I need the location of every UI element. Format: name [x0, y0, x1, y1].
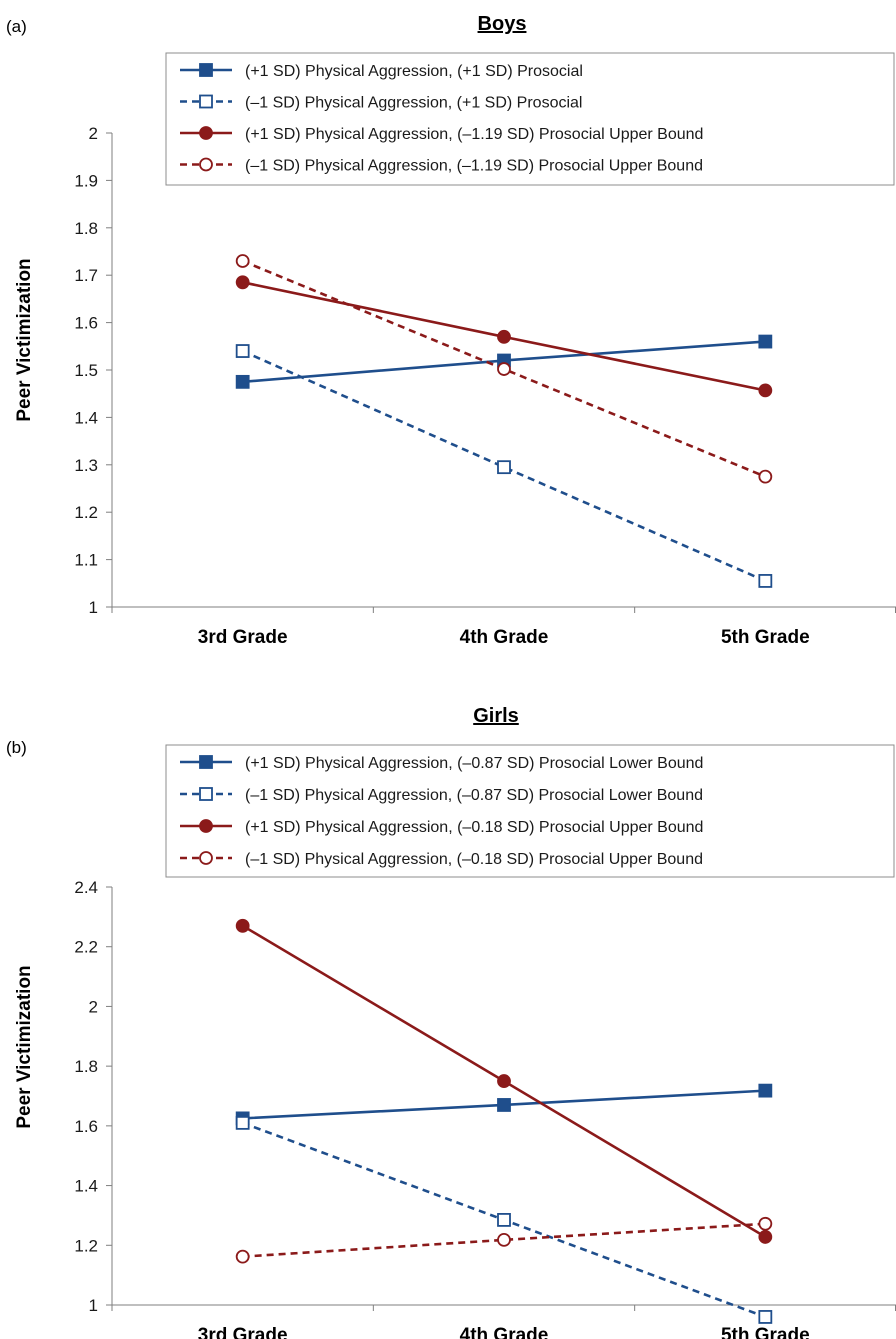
legend-swatch-marker — [199, 851, 213, 865]
data-point — [758, 1216, 773, 1231]
data-point — [758, 334, 773, 349]
series-line-4 — [242, 1222, 766, 1258]
legend-swatch-marker — [199, 63, 213, 77]
legend-box — [165, 744, 895, 878]
legend-label: (–1 SD) Physical Aggression, (–0.18 SD) … — [245, 851, 703, 868]
x-tick-label: 3rd Grade — [198, 627, 288, 648]
axes-girls — [106, 886, 896, 1311]
y-tick-label: 1 — [89, 1296, 98, 1315]
data-point — [235, 1115, 250, 1130]
data-point — [758, 574, 773, 588]
y-tick-label: 2 — [89, 124, 98, 143]
data-point — [497, 460, 511, 475]
x-tick-label: 3rd Grade — [198, 1325, 288, 1339]
data-point — [758, 1310, 773, 1324]
y-axis-label-boys: Peer Victimization — [14, 258, 35, 421]
plot-area-girls — [235, 918, 773, 1324]
data-point — [758, 383, 773, 398]
legend-girls: (+1 SD) Physical Aggression, (–0.87 SD) … — [165, 744, 895, 878]
x-tick-label: 4th Grade — [460, 627, 549, 648]
legend-box — [165, 52, 895, 186]
legend-swatch-marker — [199, 755, 213, 769]
y-tick-label: 1.9 — [74, 171, 98, 190]
legend-label: (–1 SD) Physical Aggression, (+1 SD) Pro… — [245, 95, 582, 112]
x-tick-label: 5th Grade — [721, 1325, 810, 1339]
data-point — [758, 1083, 773, 1098]
y-tick-label: 1.6 — [74, 314, 98, 333]
panel-label-a: (a) — [6, 17, 27, 36]
legend-label: (–1 SD) Physical Aggression, (–0.87 SD) … — [245, 787, 703, 804]
x-tick-label: 4th Grade — [460, 1325, 549, 1339]
plot-area-boys — [235, 254, 773, 588]
y-tick-label: 1.4 — [74, 408, 98, 427]
y-tick-label: 1.2 — [74, 503, 98, 522]
y-tick-label: 2 — [89, 997, 98, 1016]
data-point — [758, 1230, 773, 1244]
y-tick-label: 1.6 — [74, 1117, 98, 1136]
legend-swatch-marker — [199, 157, 213, 172]
y-tick-label: 1.8 — [74, 219, 98, 238]
data-point — [497, 1233, 511, 1247]
chart-boys: (a) Boys Peer Victimization 1 1.1 1.2 1.3 1.… — [6, 13, 896, 648]
y-tick-label: 1.5 — [74, 361, 98, 380]
panel-label-b: (b) — [6, 738, 27, 757]
y-tick-label: 1.7 — [74, 266, 98, 285]
y-tick-label: 1.1 — [74, 551, 98, 570]
data-point — [235, 918, 250, 933]
y-tick-labels-boys: 1 1.1 1.2 1.3 1.4 1.5 1.6 1.7 1.8 1.9 2 — [74, 124, 98, 617]
data-point — [758, 469, 773, 484]
data-point — [235, 254, 250, 268]
legend-label: (+1 SD) Physical Aggression, (–0.87 SD) … — [245, 755, 703, 772]
y-tick-label: 2.4 — [74, 878, 98, 897]
chart-title-boys: Boys — [478, 13, 527, 35]
chart-girls: (b) Girls Peer Victimization 11.21.41.61… — [6, 705, 896, 1339]
legend-swatch-marker — [199, 126, 213, 140]
legend-label: (+1 SD) Physical Aggression, (–1.19 SD) … — [245, 126, 703, 143]
data-point — [497, 362, 511, 376]
data-point — [497, 1213, 511, 1227]
legend-swatch-marker — [199, 819, 213, 833]
x-tick-labels-boys: 3rd Grade 4th Grade 5th Grade — [198, 627, 810, 648]
y-tick-label: 1 — [89, 598, 98, 617]
y-tick-label: 1.4 — [74, 1177, 98, 1196]
y-tick-label: 1.2 — [74, 1236, 98, 1255]
legend-label: (–1 SD) Physical Aggression, (–1.19 SD) … — [245, 158, 703, 175]
data-point — [497, 1098, 511, 1112]
legend-label: (+1 SD) Physical Aggression, (+1 SD) Pro… — [245, 63, 583, 80]
y-tick-label: 1.8 — [74, 1057, 98, 1076]
legend-label: (+1 SD) Physical Aggression, (–0.18 SD) … — [245, 819, 703, 836]
x-tick-label: 5th Grade — [721, 627, 810, 648]
legend-boys: (+1 SD) Physical Aggression, (+1 SD) Pro… — [165, 52, 895, 186]
data-point — [497, 329, 511, 344]
chart-title-girls: Girls — [473, 705, 519, 727]
data-point — [235, 344, 250, 358]
y-axis-label-girls: Peer Victimization — [14, 965, 35, 1128]
data-point — [497, 1074, 511, 1088]
data-point — [235, 374, 250, 389]
data-point — [235, 275, 250, 290]
y-tick-labels-girls: 1 1.2 1.4 1.6 1.8 2 2.2 2.4 — [74, 878, 98, 1315]
x-tick-labels-girls: 3rd Grade 4th Grade 5th Grade — [198, 1325, 810, 1339]
data-point — [235, 1249, 250, 1264]
legend-swatch-marker — [199, 787, 213, 801]
y-tick-label: 1.3 — [74, 456, 98, 475]
legend-swatch-marker — [199, 94, 213, 109]
y-tick-label: 2.2 — [74, 938, 98, 957]
